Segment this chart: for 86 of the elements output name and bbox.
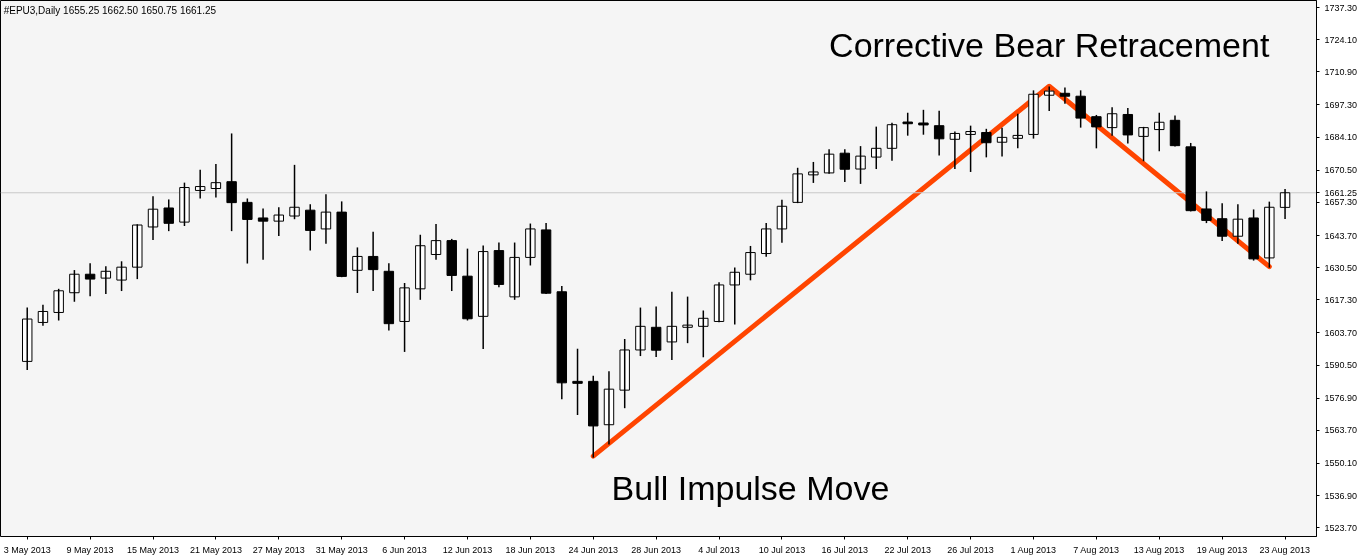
x-tick-label: 13 Aug 2013 (1133, 544, 1185, 555)
candlestick (635, 307, 646, 357)
candlestick (509, 242, 520, 300)
y-tick-label: 1590.50 (1324, 360, 1358, 371)
x-tick-label: 27 May 2013 (252, 544, 305, 555)
candlestick (871, 126, 882, 170)
candlestick (226, 133, 237, 232)
x-tick-label: 18 Jun 2013 (505, 544, 556, 555)
candlestick (572, 348, 583, 415)
y-tick-label: 1684.10 (1324, 132, 1358, 143)
y-tick-label: 1737.30 (1324, 2, 1358, 13)
candlestick (965, 125, 976, 172)
candlestick (69, 270, 80, 302)
x-tick-label: 23 Aug 2013 (1259, 544, 1311, 555)
candlestick (179, 182, 190, 227)
annotation: Corrective Bear Retracement (829, 25, 1270, 64)
x-tick-label: 4 Jul 2013 (698, 544, 740, 555)
y-tick-label: 1536.90 (1324, 490, 1358, 501)
candlestick (698, 310, 709, 358)
ref-line-label: 1661.25 (1324, 187, 1358, 198)
candlestick (273, 207, 285, 237)
x-tick-label: 7 Aug 2013 (1073, 544, 1119, 555)
candlestick (745, 245, 756, 281)
x-tick-label: 3 May 2013 (3, 544, 51, 555)
candlestick (132, 224, 143, 280)
x-tick-label: 26 Jul 2013 (947, 544, 994, 555)
candlestick (902, 112, 913, 136)
candlestick (1028, 90, 1039, 139)
candlestick (808, 161, 819, 183)
candlestick (289, 164, 300, 220)
candlestick (792, 167, 803, 204)
x-tick-label: 12 Jun 2013 (442, 544, 493, 555)
candlestick (588, 375, 599, 458)
x-tick-label: 21 May 2013 (189, 544, 242, 555)
candlestick (1138, 126, 1149, 162)
candlestick (682, 296, 693, 344)
candlestick (352, 247, 363, 293)
candlestick (242, 198, 253, 264)
x-tick-label: 16 Jul 2013 (821, 544, 869, 555)
y-tick-label: 1603.70 (1324, 327, 1358, 338)
y-tick-label: 1550.10 (1324, 458, 1358, 469)
candlestick (399, 282, 410, 352)
x-tick-label: 1 Aug 2013 (1010, 544, 1057, 555)
candlestick (619, 338, 630, 409)
x-tick-label: 9 May 2013 (66, 544, 114, 555)
x-tick-label: 28 Jun 2013 (631, 544, 681, 555)
candlestick (1091, 114, 1102, 149)
candlestick (1075, 90, 1086, 128)
candlestick (1248, 209, 1259, 261)
candlestick (462, 248, 473, 321)
x-tick-label: 31 May 2013 (315, 544, 368, 555)
y-tick-label: 1697.30 (1324, 99, 1358, 110)
candlestick (1044, 86, 1055, 112)
candlestick (415, 234, 426, 300)
chart-title: #EPU3,Daily 1655.25 1662.50 1650.75 1661.25 (3, 4, 217, 16)
y-tick-label: 1617.30 (1324, 294, 1358, 305)
x-tick-label: 19 Aug 2013 (1196, 544, 1248, 555)
candlestick (1264, 201, 1275, 268)
x-tick-label: 6 Jun 2013 (382, 544, 427, 555)
candlestick (981, 128, 992, 158)
y-tick-label: 1630.50 (1324, 262, 1358, 273)
candlestick (53, 288, 64, 321)
candlestick (336, 201, 347, 278)
candlestick (1185, 142, 1196, 212)
y-tick-label: 1576.90 (1324, 393, 1358, 404)
candlestick (1201, 191, 1212, 224)
y-tick-label: 1657.30 (1324, 197, 1358, 208)
candlestick (116, 261, 127, 292)
x-tick-label: 15 May 2013 (126, 544, 180, 555)
candlestick (257, 208, 269, 260)
y-tick-label: 1724.10 (1324, 34, 1358, 45)
x-tick-label: 22 Jul 2013 (884, 544, 931, 555)
y-tick-label: 1710.90 (1324, 66, 1358, 77)
candlestick (1154, 112, 1165, 152)
candlestick (525, 223, 536, 266)
y-tick-label: 1643.70 (1324, 230, 1358, 241)
candlestick (855, 146, 866, 184)
y-tick-label: 1670.50 (1324, 165, 1358, 176)
candlestick (446, 238, 457, 292)
x-tick-label: 10 Jul 2013 (758, 544, 806, 555)
candlestick (918, 109, 929, 135)
y-tick-label: 1523.70 (1324, 522, 1358, 533)
annotation: Bull Impulse Move (611, 469, 890, 508)
x-tick-label: 24 Jun 2013 (568, 544, 619, 555)
candlestick (163, 199, 174, 232)
y-tick-label: 1563.70 (1324, 425, 1358, 436)
